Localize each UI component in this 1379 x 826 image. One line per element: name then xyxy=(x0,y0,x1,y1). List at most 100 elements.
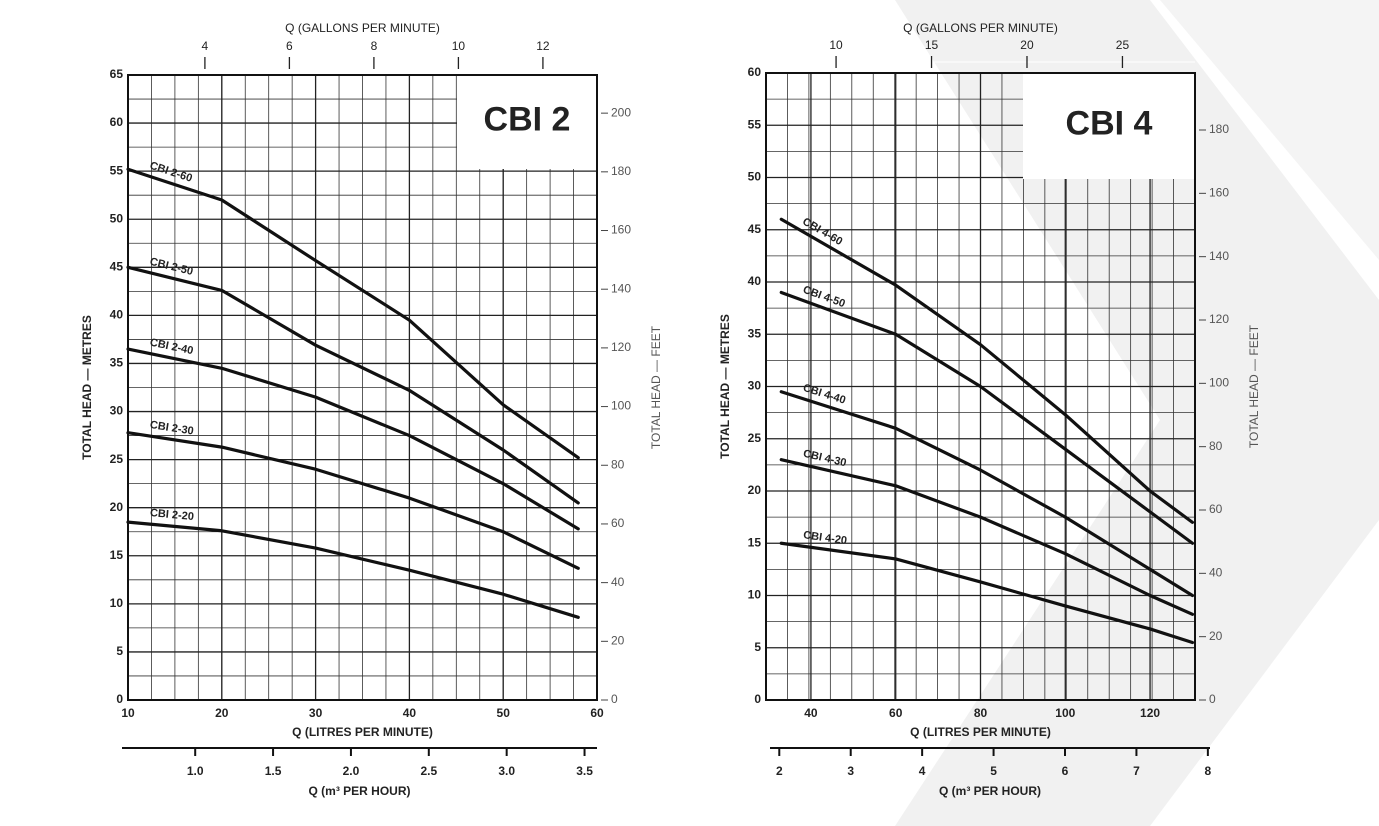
y-tick-label: 40 xyxy=(110,308,124,322)
x-tick-label: 100 xyxy=(1055,706,1075,720)
x-axis-title: Q (LITRES PER MINUTE) xyxy=(292,725,433,739)
y-tick-label: 45 xyxy=(110,259,124,273)
x-tick-label: 80 xyxy=(974,706,988,720)
y2-axis-title: TOTAL HEAD — FEET xyxy=(649,325,663,449)
y-tick-label: 25 xyxy=(110,452,124,466)
y-tick-label: 25 xyxy=(748,431,762,445)
chart-title: CBI 4 xyxy=(1066,104,1153,142)
y2-tick-label: 60 xyxy=(611,516,625,530)
y2-tick-label: 20 xyxy=(611,633,625,647)
curve xyxy=(126,265,580,505)
y-tick-label: 55 xyxy=(110,163,124,177)
y2-tick-label: 180 xyxy=(611,164,631,178)
curve xyxy=(126,347,580,531)
curve-label: CBI 4-50 xyxy=(801,284,846,310)
y2-tick-label: 0 xyxy=(1209,692,1216,706)
x3-axis-title: Q (m³ PER HOUR) xyxy=(309,784,411,798)
curve xyxy=(126,167,580,460)
y2-tick-label: 40 xyxy=(1209,566,1223,580)
x2-tick-label: 12 xyxy=(536,39,550,53)
x3-tick-label: 3.5 xyxy=(576,764,593,778)
y-axis-title: TOTAL HEAD — METRES xyxy=(80,315,94,460)
x3-tick-label: 7 xyxy=(1133,764,1140,778)
y-tick-label: 50 xyxy=(748,170,762,184)
y-tick-label: 60 xyxy=(748,65,762,79)
x3-tick-label: 6 xyxy=(1062,764,1069,778)
x2-tick-label: 15 xyxy=(925,38,939,52)
y-tick-label: 0 xyxy=(116,692,123,706)
y2-tick-label: 160 xyxy=(1209,186,1229,200)
x2-tick-label: 20 xyxy=(1020,38,1034,52)
x-tick-label: 50 xyxy=(497,706,511,720)
curve xyxy=(779,290,1195,545)
y-tick-label: 40 xyxy=(748,274,762,288)
y2-tick-label: 100 xyxy=(1209,376,1229,390)
x2-tick-label: 10 xyxy=(452,39,466,53)
title-box xyxy=(1023,74,1194,179)
y2-tick-label: 0 xyxy=(611,692,618,706)
y2-tick-label: 40 xyxy=(611,575,625,589)
curve xyxy=(779,217,1195,524)
y-tick-label: 55 xyxy=(748,117,762,131)
x2-axis-title: Q (GALLONS PER MINUTE) xyxy=(903,21,1058,35)
x-axis-title: Q (LITRES PER MINUTE) xyxy=(910,725,1051,739)
watermark xyxy=(1160,0,1379,260)
y-axis-title: TOTAL HEAD — METRES xyxy=(718,314,732,459)
y-tick-label: 0 xyxy=(754,692,761,706)
y-tick-label: 30 xyxy=(748,379,762,393)
curve xyxy=(779,541,1195,645)
x3-axis-title: Q (m³ PER HOUR) xyxy=(939,784,1041,798)
y-tick-label: 20 xyxy=(748,483,762,497)
x2-tick-label: 25 xyxy=(1116,38,1130,52)
x3-tick-label: 2.5 xyxy=(420,764,437,778)
curve xyxy=(126,431,580,570)
curve-label: CBI 2-20 xyxy=(149,507,194,523)
x3-tick-label: 5 xyxy=(990,764,997,778)
y2-tick-label: 120 xyxy=(1209,312,1229,326)
title-box xyxy=(457,76,596,169)
y2-tick-label: 140 xyxy=(611,281,631,295)
x3-tick-label: 4 xyxy=(919,764,926,778)
curve-label: CBI 4-40 xyxy=(801,382,847,407)
curve xyxy=(126,520,580,619)
watermark xyxy=(895,0,1379,826)
y2-tick-label: 80 xyxy=(1209,439,1223,453)
y2-tick-label: 120 xyxy=(611,340,631,354)
curve-label: CBI 2-60 xyxy=(148,160,194,185)
y2-tick-label: 200 xyxy=(611,105,631,119)
x2-tick-label: 4 xyxy=(202,39,209,53)
x2-tick-label: 10 xyxy=(829,38,843,52)
y-tick-label: 30 xyxy=(110,404,124,418)
x3-tick-label: 3.0 xyxy=(498,764,515,778)
x-tick-label: 40 xyxy=(804,706,818,720)
curve-label: CBI 2-30 xyxy=(149,419,194,438)
y2-tick-label: 140 xyxy=(1209,249,1229,263)
y-tick-label: 10 xyxy=(748,588,762,602)
y-tick-label: 35 xyxy=(110,356,124,370)
curve-label: CBI 4-20 xyxy=(802,529,847,547)
x3-tick-label: 2 xyxy=(776,764,783,778)
x-tick-label: 60 xyxy=(889,706,903,720)
curve xyxy=(779,458,1195,616)
y-tick-label: 50 xyxy=(110,211,124,225)
y-tick-label: 15 xyxy=(748,535,762,549)
y2-axis-title: TOTAL HEAD — FEET xyxy=(1247,324,1261,448)
plot-frame xyxy=(765,72,1196,701)
x2-tick-label: 8 xyxy=(371,39,378,53)
x2-axis-title: Q (GALLONS PER MINUTE) xyxy=(285,21,440,35)
y2-tick-label: 160 xyxy=(611,223,631,237)
y-tick-label: 5 xyxy=(116,644,123,658)
x-tick-label: 60 xyxy=(590,706,604,720)
x-tick-label: 20 xyxy=(215,706,229,720)
x3-tick-label: 2.0 xyxy=(343,764,360,778)
y-tick-label: 10 xyxy=(110,596,124,610)
y-tick-label: 5 xyxy=(754,640,761,654)
x3-tick-label: 3 xyxy=(847,764,854,778)
y2-tick-label: 100 xyxy=(611,399,631,413)
x-tick-label: 30 xyxy=(309,706,323,720)
x-tick-label: 10 xyxy=(121,706,135,720)
x3-tick-label: 8 xyxy=(1205,764,1212,778)
y2-tick-label: 80 xyxy=(611,457,625,471)
x2-tick-label: 6 xyxy=(286,39,293,53)
y2-tick-label: 180 xyxy=(1209,122,1229,136)
